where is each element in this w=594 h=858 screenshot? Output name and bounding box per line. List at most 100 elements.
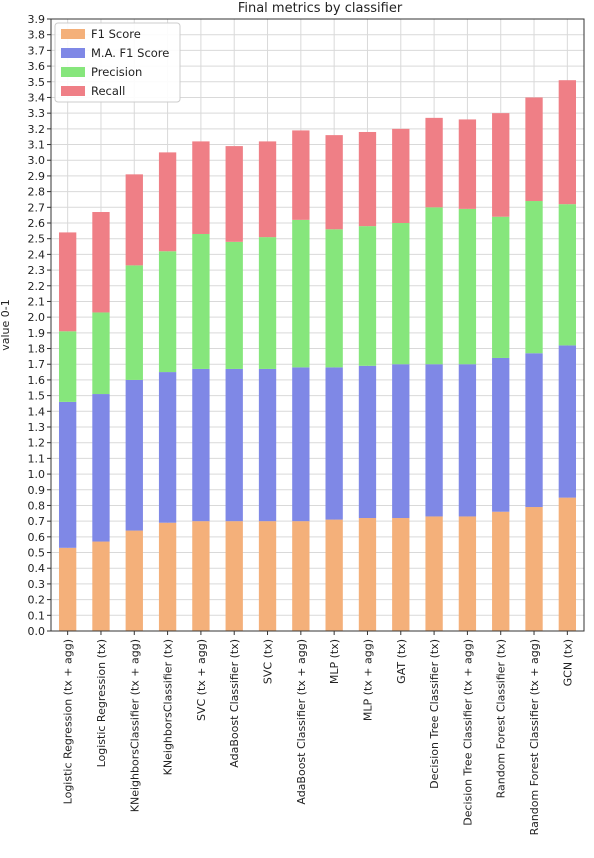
bar-segment-f1-score-14: [525, 507, 543, 631]
y-tick-label: 2.6: [28, 217, 46, 230]
bar-segment-m-a-f1-score-12: [458, 364, 477, 517]
bar-segment-recall-14: [525, 97, 543, 202]
bar-segment-f1-score-15: [558, 497, 577, 631]
bar-segment-m-a-f1-score-5: [225, 368, 243, 522]
bar-segment-recall-12: [458, 119, 477, 209]
y-tick-label: 0.8: [28, 499, 46, 512]
x-tick-label: Random Forest Classifier (tx): [495, 639, 508, 798]
bar-segment-m-a-f1-score-13: [492, 357, 510, 512]
y-tick-label: 3.9: [28, 13, 46, 26]
plot-frame: [50, 18, 585, 632]
bar-segment-precision-10: [392, 223, 410, 365]
bar-segment-precision-8: [325, 229, 343, 368]
y-tick-label: 0.0: [28, 625, 46, 638]
y-tick-label: 2.9: [28, 170, 46, 183]
bar-segment-f1-score-5: [225, 521, 243, 631]
bar-segment-f1-score-3: [158, 522, 177, 631]
bar-segment-f1-score-2: [125, 530, 143, 631]
bar-segment-recall-15: [558, 80, 577, 205]
legend-label-m-a-f1-score: M.A. F1 Score: [91, 46, 169, 60]
bar-segment-precision-12: [458, 208, 477, 365]
bar-segment-m-a-f1-score-15: [558, 345, 577, 498]
y-tick-label: 2.7: [28, 201, 46, 214]
bar-segment-f1-score-10: [392, 518, 410, 631]
y-tick-label: 3.6: [28, 60, 46, 73]
bar-segment-f1-score-4: [192, 521, 210, 631]
y-tick-label: 3.1: [28, 139, 46, 152]
x-tick-label: AdaBoost Classifier (tx + agg): [295, 639, 308, 805]
bar-segment-recall-9: [358, 131, 377, 227]
bar-segment-m-a-f1-score-2: [125, 379, 143, 531]
bar-segment-m-a-f1-score-6: [258, 368, 277, 522]
bar-segment-m-a-f1-score-7: [292, 367, 310, 522]
bar-segment-f1-score-13: [492, 511, 510, 631]
legend-label-precision: Precision: [91, 65, 142, 79]
y-ticks: 0.0 0.1 0.2 0.3 0.4 0.5 0.6 0.7 0.8 0.9 1.0 1.1 1.2 1…: [28, 13, 51, 638]
legend-box: [54, 22, 181, 103]
y-tick-label: 2.0: [28, 311, 46, 324]
bar-segment-precision-9: [358, 226, 377, 366]
bar-segment-m-a-f1-score-3: [158, 372, 177, 523]
bar-segment-recall-1: [92, 212, 110, 313]
bar-segment-recall-2: [125, 174, 143, 266]
x-tick-label: MLP (tx): [328, 639, 341, 684]
y-tick-label: 0.3: [28, 578, 46, 591]
bar-segment-recall-13: [492, 113, 510, 217]
bar-segment-f1-score-12: [458, 516, 477, 631]
bar-segment-recall-8: [325, 135, 343, 230]
bar-segment-f1-score-9: [358, 518, 377, 631]
bar-segment-recall-3: [158, 152, 177, 252]
y-tick-label: 3.0: [28, 154, 46, 167]
x-tick-label: KNeighborsClassifier (tx + agg): [128, 639, 141, 812]
x-tick-label: Logistic Regression (tx): [95, 639, 108, 767]
legend: F1 Score M.A. F1 Score Precision Recall: [54, 22, 181, 103]
y-tick-label: 3.2: [28, 123, 46, 136]
y-tick-label: 0.4: [28, 562, 46, 575]
x-tick-label: GCN (tx): [561, 639, 574, 686]
bars: [58, 80, 577, 631]
y-tick-label: 3.4: [28, 91, 46, 104]
y-tick-label: 3.8: [28, 29, 46, 42]
legend-swatch-m-a-f1-score: [61, 48, 85, 58]
x-tick-label: SVC (tx + agg): [195, 639, 208, 721]
x-tick-label: MLP (tx + agg): [361, 639, 374, 721]
bar-segment-m-a-f1-score-0: [58, 401, 77, 548]
y-tick-label: 1.4: [28, 405, 46, 418]
y-tick-label: 0.9: [28, 484, 46, 497]
bar-segment-recall-0: [58, 232, 77, 332]
x-tick-label: AdaBoost Classifier (tx): [228, 639, 241, 768]
bar-segment-m-a-f1-score-8: [325, 367, 343, 520]
y-tick-label: 0.5: [28, 547, 46, 560]
bar-segment-f1-score-7: [292, 521, 310, 631]
bar-segment-precision-0: [58, 331, 77, 402]
bar-segment-precision-6: [258, 237, 277, 369]
bar-segment-precision-4: [192, 233, 210, 369]
y-tick-label: 2.1: [28, 295, 46, 308]
bar-segment-m-a-f1-score-4: [192, 368, 210, 522]
y-tick-label: 2.8: [28, 186, 46, 199]
bar-segment-f1-score-8: [325, 519, 343, 631]
x-tick-label: Random Forest Classifier (tx + agg): [528, 639, 541, 835]
bar-segment-m-a-f1-score-1: [92, 394, 110, 542]
y-tick-label: 0.1: [28, 609, 46, 622]
bar-segment-m-a-f1-score-11: [425, 364, 443, 517]
bar-segment-precision-11: [425, 207, 443, 365]
x-tick-label: Logistic Regression (tx + agg): [62, 639, 75, 804]
legend-swatch-f1-score: [61, 29, 85, 39]
y-tick-label: 1.0: [28, 468, 46, 481]
y-tick-label: 1.2: [28, 437, 46, 450]
x-tick-label: GAT (tx): [395, 639, 408, 684]
y-tick-label: 2.2: [28, 280, 46, 293]
bar-segment-precision-14: [525, 201, 543, 354]
bar-segment-precision-5: [225, 241, 243, 369]
y-tick-label: 0.6: [28, 531, 46, 544]
y-tick-label: 1.9: [28, 327, 46, 340]
y-tick-label: 2.5: [28, 233, 46, 246]
bar-segment-precision-2: [125, 265, 143, 380]
y-tick-label: 1.8: [28, 343, 46, 356]
y-tick-label: 1.3: [28, 421, 46, 434]
x-tick-label: SVC (tx): [262, 639, 275, 684]
bar-segment-recall-7: [292, 130, 310, 220]
bar-segment-f1-score-1: [92, 541, 110, 631]
